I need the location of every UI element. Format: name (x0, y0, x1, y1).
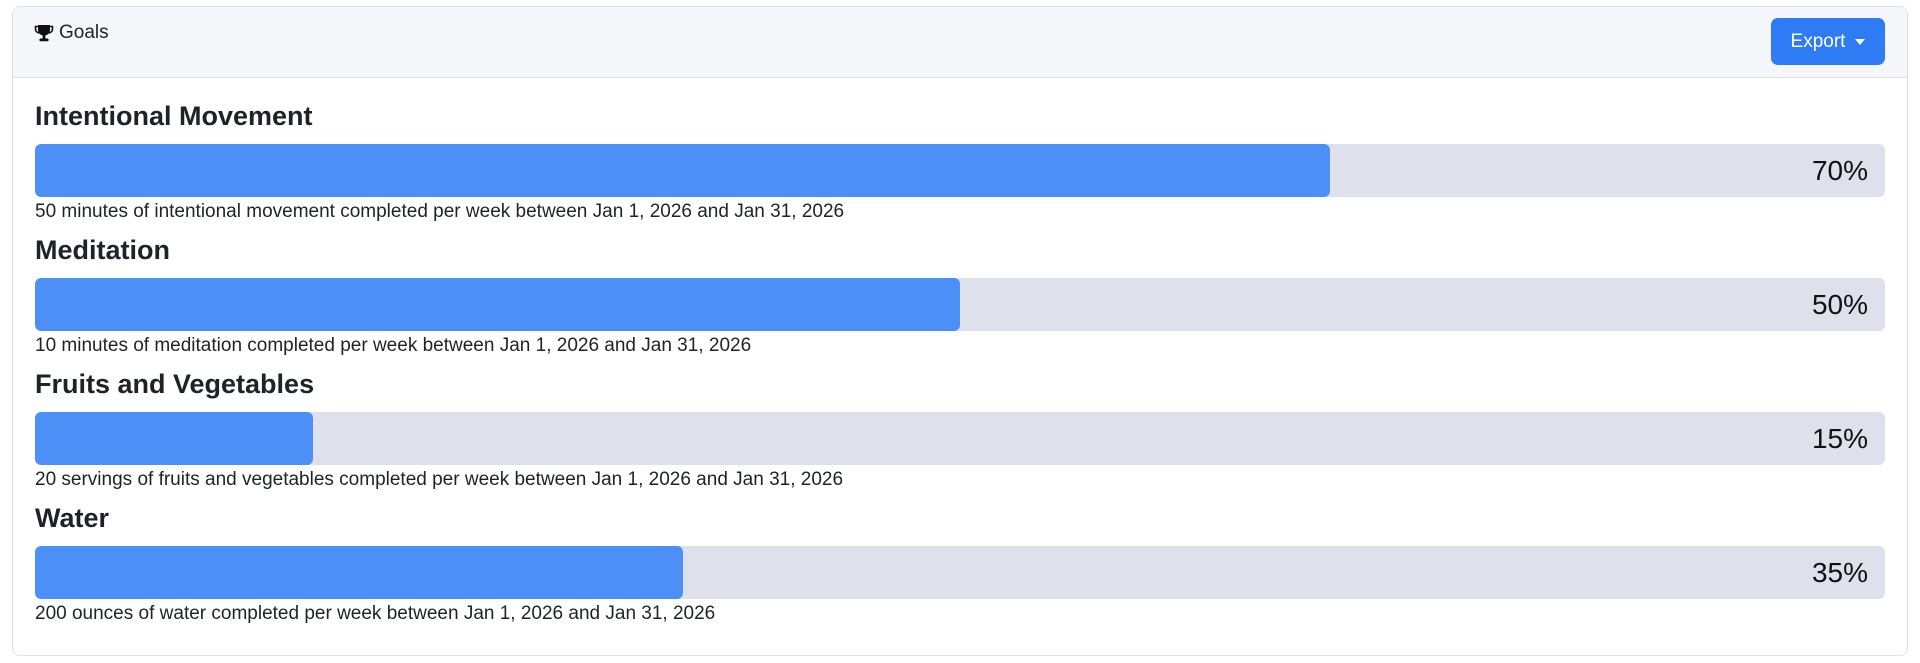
goal-description: 50 minutes of intentional movement compl… (35, 201, 845, 222)
goal-description: 20 servings of fruits and vegetables com… (35, 469, 844, 490)
card-header: Goals Export (13, 7, 1907, 78)
goal-title: Water (35, 503, 110, 533)
progress-fill (35, 412, 313, 465)
progress-percent: 70% (1811, 155, 1868, 186)
progress-percent: 15% (1811, 423, 1868, 454)
goals-card: Goals Export Intentional Movement 70% 50… (12, 6, 1908, 656)
progress-fill (35, 278, 960, 331)
progress-bar: 15% (35, 412, 1885, 465)
export-button-label: Export (1790, 30, 1846, 52)
card-title: Goals (34, 22, 109, 44)
goal-title: Fruits and Vegetables (35, 369, 315, 399)
goal-fruits-and-vegetables: Fruits and Vegetables 15% 20 servings of… (35, 368, 1885, 502)
progress-percent: 35% (1811, 557, 1868, 588)
progress-bar: 50% (35, 278, 1885, 331)
goal-title: Meditation (35, 235, 170, 265)
export-button[interactable]: Export (1771, 18, 1885, 65)
progress-fill (35, 546, 683, 599)
progress-bar: 70% (35, 144, 1885, 197)
goal-description: 200 ounces of water completed per week b… (35, 603, 716, 624)
goal-description: 10 minutes of meditation completed per w… (35, 335, 752, 356)
caret-down-icon (1855, 38, 1866, 45)
trophy-icon (34, 23, 54, 43)
goal-title: Intentional Movement (35, 101, 313, 131)
progress-bar: 35% (35, 546, 1885, 599)
goals-list: Intentional Movement 70% 50 minutes of i… (13, 78, 1907, 636)
goal-water: Water 35% 200 ounces of water completed … (35, 502, 1885, 636)
progress-fill (35, 144, 1330, 197)
goal-meditation: Meditation 50% 10 minutes of meditation … (35, 234, 1885, 368)
progress-percent: 50% (1811, 289, 1868, 320)
card-title-label: Goals (59, 22, 109, 43)
goal-intentional-movement: Intentional Movement 70% 50 minutes of i… (35, 100, 1885, 234)
